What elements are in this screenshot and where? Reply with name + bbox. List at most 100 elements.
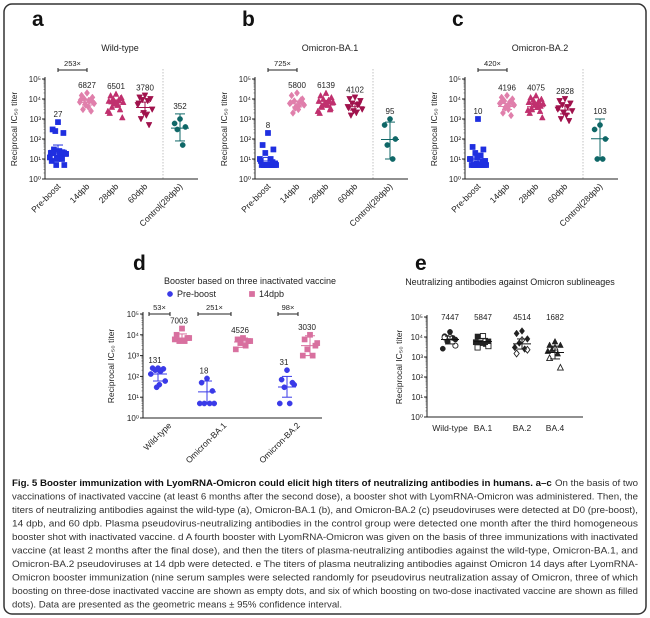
data-point <box>546 341 553 348</box>
y-tick-label: 10⁴ <box>127 331 140 340</box>
data-point <box>532 91 540 99</box>
data-point <box>162 378 169 384</box>
y-tick-label: 10² <box>449 135 461 144</box>
data-point <box>317 91 324 99</box>
y-tick-label: 10⁰ <box>449 175 461 184</box>
panel-letter: b <box>242 8 255 31</box>
data-group <box>381 116 399 162</box>
caption-text: On the basis of two <box>555 478 638 488</box>
data-point <box>257 156 263 162</box>
y-tick-label: 10¹ <box>239 155 251 164</box>
data-point <box>472 339 479 346</box>
data-point <box>357 98 364 105</box>
geometric-mean-label: 4196 <box>498 83 516 92</box>
data-point <box>179 325 185 332</box>
geometric-mean-label: 31 <box>280 358 289 367</box>
data-point <box>557 341 564 348</box>
data-point <box>561 96 569 103</box>
data-group <box>439 329 459 352</box>
x-tick-label: Pre-boost <box>29 181 63 215</box>
x-tick-label: Pre-boost <box>449 181 483 215</box>
data-point <box>148 106 156 114</box>
data-point <box>286 400 293 407</box>
caption-line: Omicron booster immunization (nine serum… <box>12 573 638 583</box>
data-point <box>485 343 492 350</box>
geometric-mean-label: 7003 <box>170 317 188 326</box>
geometric-mean-label: 6139 <box>317 81 335 90</box>
figure-frame <box>3 3 647 615</box>
data-point <box>80 105 86 114</box>
data-point <box>171 336 178 343</box>
data-point <box>107 91 114 99</box>
x-tick-label: 14dpb <box>68 181 92 205</box>
data-point <box>88 107 94 115</box>
geometric-mean-label: 27 <box>54 110 63 119</box>
y-axis-label: Reciprocal IC₅₀ titer <box>394 330 404 405</box>
data-point <box>61 162 68 168</box>
data-group <box>299 331 321 359</box>
data-point <box>112 90 120 97</box>
data-group <box>467 116 489 168</box>
data-point <box>54 156 60 162</box>
geometric-mean-label: 8 <box>266 121 271 130</box>
geometric-mean-label: 103 <box>593 107 607 116</box>
y-tick-label: 10⁰ <box>29 175 41 184</box>
data-point <box>284 367 290 373</box>
y-tick-label: 10⁴ <box>29 95 42 104</box>
data-group <box>76 89 98 115</box>
data-group <box>257 130 279 168</box>
x-tick-label: Wild-type <box>141 420 173 452</box>
geometric-mean-label: 131 <box>148 356 162 365</box>
caption-line: dots). Data are presented as the geometr… <box>12 600 342 610</box>
data-point <box>171 120 178 127</box>
data-point <box>301 336 308 343</box>
panel-letter: a <box>32 8 44 31</box>
data-point <box>237 340 244 346</box>
data-point <box>351 94 359 101</box>
data-group <box>276 367 298 407</box>
data-point <box>519 327 525 335</box>
data-group <box>554 96 576 125</box>
data-point <box>182 124 189 130</box>
data-point <box>508 111 514 120</box>
data-point <box>276 400 283 407</box>
geometric-mean-label: 3780 <box>136 83 154 92</box>
data-point <box>545 353 554 361</box>
data-group <box>47 119 69 168</box>
data-point <box>447 329 453 335</box>
data-group <box>196 375 218 407</box>
geometric-mean-label: 10 <box>474 107 483 116</box>
geometric-mean-label: 5800 <box>288 81 306 90</box>
data-point <box>475 116 481 122</box>
x-tick-label: Omicron-BA.1 <box>184 420 229 465</box>
y-tick-label: 10⁴ <box>239 95 252 104</box>
panel-c: 10⁰ 10¹ 10² 10³ 10⁴ 10⁵ Reciprocal IC₅₀ titer c… <box>429 8 618 229</box>
x-tick-label: 28dpb <box>307 181 331 205</box>
fold-change-label: 420× <box>484 59 501 68</box>
data-point <box>299 352 306 359</box>
data-point <box>591 126 598 133</box>
data-point <box>52 128 59 134</box>
data-point <box>469 144 476 150</box>
data-point <box>314 340 321 346</box>
data-point <box>327 104 334 111</box>
legend-marker <box>249 291 255 297</box>
data-point <box>262 150 269 156</box>
legend-label: Pre-boost <box>177 289 217 299</box>
y-tick-label: 10⁰ <box>411 413 423 422</box>
x-tick-label: 60dpb <box>546 181 570 205</box>
data-point <box>565 118 573 125</box>
data-point <box>304 346 311 353</box>
y-axis-label: Reciprocal IC₅₀ titer <box>219 92 229 167</box>
geometric-mean-label: 7447 <box>441 313 459 322</box>
x-tick-label: BA.2 <box>513 423 532 433</box>
x-tick-label: 28dpb <box>517 181 541 205</box>
data-point <box>536 107 544 114</box>
x-tick-label: BA.1 <box>474 423 493 433</box>
data-point <box>265 130 271 136</box>
y-tick-label: 10⁵ <box>239 75 251 84</box>
geometric-mean-label: 4526 <box>231 326 249 335</box>
y-axis-label: Reciprocal IC₅₀ titer <box>429 92 439 167</box>
data-point <box>527 93 534 101</box>
